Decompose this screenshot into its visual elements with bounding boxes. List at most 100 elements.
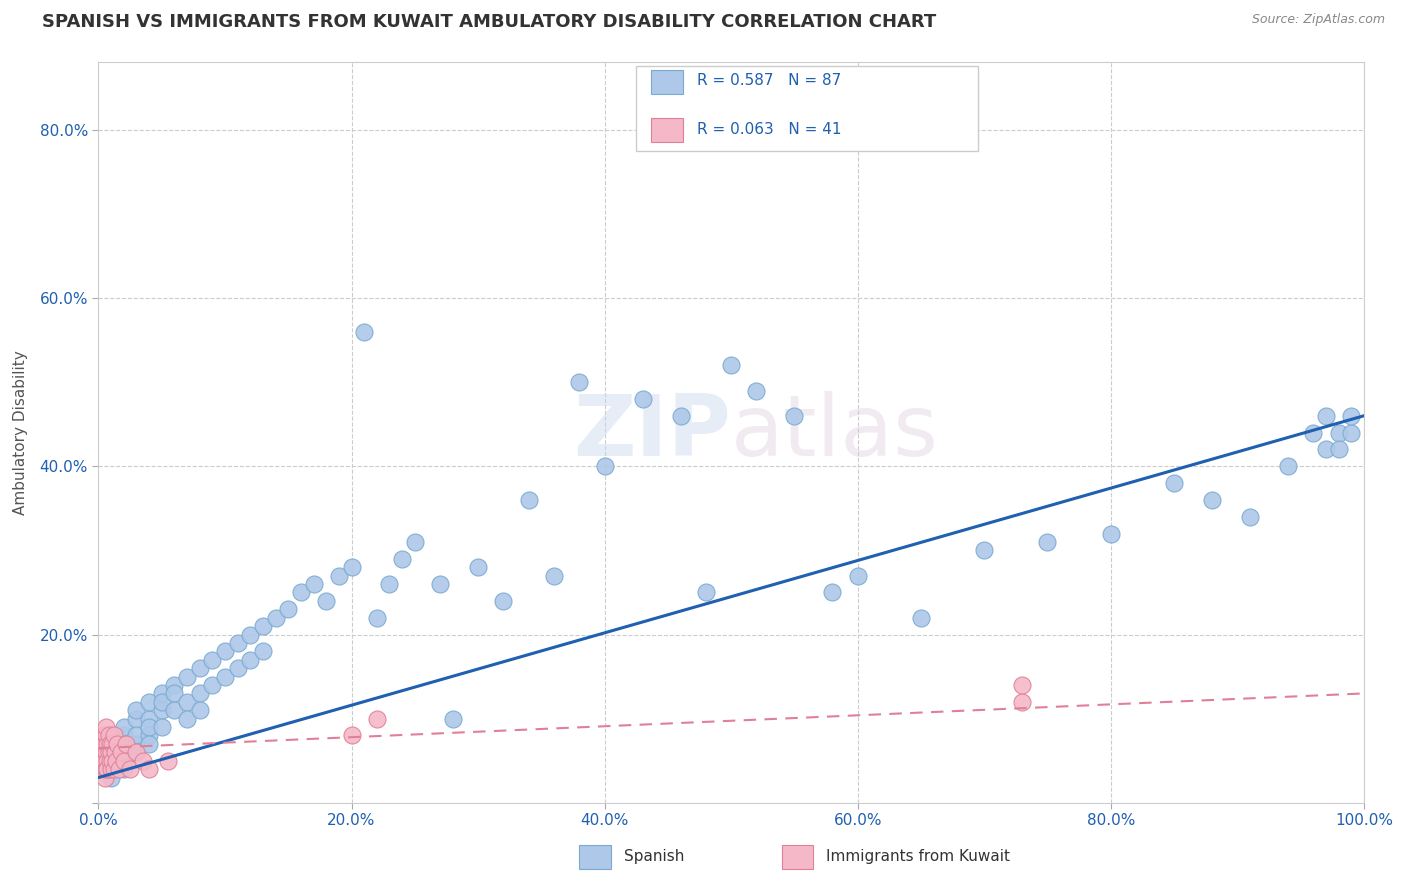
- Point: [96, 754, 118, 768]
- Point: [441, 712, 464, 726]
- Point: [214, 644, 236, 658]
- Point: [1011, 695, 1033, 709]
- Point: [150, 703, 173, 717]
- Text: R = 0.587   N = 87: R = 0.587 N = 87: [697, 73, 841, 88]
- Point: [138, 695, 160, 709]
- Point: [910, 610, 932, 624]
- Point: [163, 686, 186, 700]
- Point: [112, 720, 135, 734]
- Point: [1099, 526, 1122, 541]
- Point: [1340, 409, 1362, 423]
- Point: [188, 661, 211, 675]
- Point: [1302, 425, 1324, 440]
- Point: [100, 762, 122, 776]
- Point: [100, 745, 122, 759]
- Point: [94, 729, 117, 743]
- Point: [340, 560, 363, 574]
- Point: [745, 384, 768, 398]
- Text: Source: ZipAtlas.com: Source: ZipAtlas.com: [1251, 13, 1385, 27]
- Bar: [651, 70, 683, 95]
- Point: [94, 720, 117, 734]
- Point: [132, 754, 155, 768]
- Point: [138, 720, 160, 734]
- Point: [252, 619, 274, 633]
- Point: [353, 325, 375, 339]
- Point: [1036, 535, 1059, 549]
- Text: R = 0.063   N = 41: R = 0.063 N = 41: [697, 121, 841, 136]
- Point: [125, 729, 148, 743]
- Point: [125, 712, 148, 726]
- Point: [101, 737, 124, 751]
- Point: [138, 712, 160, 726]
- Point: [366, 712, 388, 726]
- Text: ZIP: ZIP: [574, 391, 731, 475]
- Text: SPANISH VS IMMIGRANTS FROM KUWAIT AMBULATORY DISABILITY CORRELATION CHART: SPANISH VS IMMIGRANTS FROM KUWAIT AMBULA…: [42, 13, 936, 31]
- Point: [150, 695, 173, 709]
- Point: [163, 703, 186, 717]
- Point: [239, 627, 262, 641]
- Point: [593, 459, 616, 474]
- Point: [783, 409, 806, 423]
- Point: [176, 695, 198, 709]
- Point: [112, 737, 135, 751]
- Point: [96, 737, 118, 751]
- Point: [252, 644, 274, 658]
- Point: [201, 678, 224, 692]
- Point: [277, 602, 299, 616]
- Point: [1327, 442, 1350, 457]
- Point: [568, 375, 591, 389]
- Point: [94, 745, 117, 759]
- Point: [100, 737, 122, 751]
- Point: [93, 729, 115, 743]
- Point: [391, 551, 413, 566]
- Bar: [636, 66, 979, 152]
- Point: [94, 762, 117, 776]
- Point: [1340, 425, 1362, 440]
- Point: [973, 543, 995, 558]
- Point: [98, 737, 121, 751]
- Point: [125, 745, 148, 759]
- Point: [517, 492, 540, 507]
- Point: [138, 737, 160, 751]
- Point: [492, 594, 515, 608]
- Bar: [579, 846, 610, 870]
- Point: [821, 585, 844, 599]
- Point: [429, 577, 451, 591]
- Point: [1201, 492, 1223, 507]
- Point: [720, 359, 742, 373]
- Point: [264, 610, 287, 624]
- Point: [1327, 425, 1350, 440]
- Point: [91, 745, 114, 759]
- Point: [97, 745, 120, 759]
- Point: [214, 670, 236, 684]
- Point: [150, 720, 173, 734]
- Point: [96, 762, 118, 776]
- Point: [112, 745, 135, 759]
- Text: Spanish: Spanish: [623, 848, 683, 863]
- Point: [104, 745, 127, 759]
- Point: [1315, 442, 1337, 457]
- Point: [543, 568, 565, 582]
- Point: [695, 585, 717, 599]
- Point: [846, 568, 869, 582]
- Point: [176, 670, 198, 684]
- Point: [93, 754, 117, 768]
- Point: [404, 535, 426, 549]
- Point: [226, 661, 249, 675]
- Point: [125, 745, 148, 759]
- Point: [93, 754, 115, 768]
- Point: [176, 712, 198, 726]
- Text: Immigrants from Kuwait: Immigrants from Kuwait: [825, 848, 1010, 863]
- Y-axis label: Ambulatory Disability: Ambulatory Disability: [14, 351, 28, 515]
- Point: [366, 610, 388, 624]
- Point: [150, 686, 173, 700]
- Point: [378, 577, 401, 591]
- Point: [97, 729, 120, 743]
- Point: [631, 392, 654, 406]
- Bar: [651, 119, 683, 143]
- Point: [93, 737, 115, 751]
- Text: atlas: atlas: [731, 391, 939, 475]
- Point: [107, 762, 129, 776]
- Point: [107, 737, 129, 751]
- Point: [98, 754, 121, 768]
